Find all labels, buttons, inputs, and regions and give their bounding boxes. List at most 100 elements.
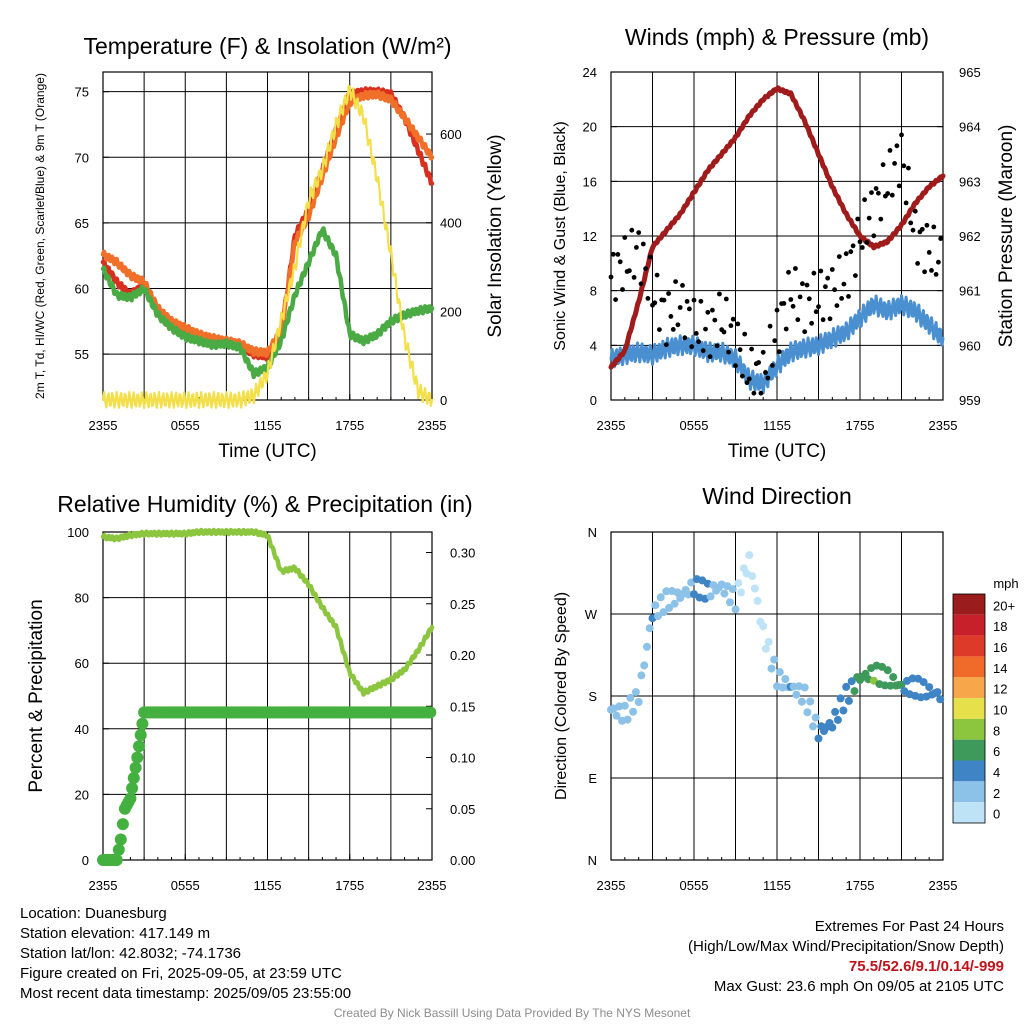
y-right-tick-label-0-0: 0 — [440, 393, 447, 408]
direction-point-17-0 — [842, 682, 851, 691]
gust-point-7-5 — [717, 291, 722, 297]
gust-point-4-5 — [675, 322, 681, 328]
y-right-tick-label-0-1: 200 — [440, 304, 462, 319]
gust-point-9-2 — [737, 347, 743, 353]
direction-point-12-3 — [781, 675, 790, 683]
gust-point-5-1 — [680, 283, 685, 288]
gust-point-17-3 — [850, 243, 856, 249]
gust-point-16-0 — [829, 267, 835, 272]
gust-point-13-5 — [800, 281, 805, 287]
gust-point-1-5 — [634, 245, 639, 250]
gust-point-16-3 — [836, 254, 842, 259]
y-tick-label-3-0: N — [588, 853, 597, 868]
colorbar-swatch-10 — [953, 594, 985, 615]
gust-point-21-3 — [906, 165, 911, 171]
gust-point-16-1 — [832, 287, 837, 293]
gust-point-9-4 — [742, 331, 748, 337]
y-left-tick-label-1-5: 20 — [583, 120, 597, 135]
gust-point-12-4 — [783, 326, 789, 332]
precip-point-190 — [424, 706, 437, 719]
gust-point-12-0 — [774, 307, 780, 313]
gust-point-22-1 — [915, 261, 920, 266]
direction-point-8-1 — [720, 589, 729, 598]
gust-point-21-1 — [901, 163, 907, 169]
series-line-pressure — [608, 85, 946, 370]
y-tick-label-3-2: S — [588, 689, 597, 704]
gust-point-7-2 — [710, 307, 715, 313]
direction-point-10-0 — [745, 551, 754, 560]
gust-point-12-5 — [786, 269, 791, 275]
direction-point-14-1 — [803, 708, 812, 717]
y-left-tick-label-1-1: 4 — [590, 338, 597, 353]
y-left-tick-label-2-4: 80 — [75, 591, 89, 606]
direction-point-14-3 — [809, 722, 817, 731]
gust-point-6-3 — [698, 298, 704, 304]
y-left-tick-label-1-6: 24 — [583, 65, 597, 80]
direction-point-17-2 — [847, 677, 856, 686]
direction-point-10-3 — [753, 596, 762, 605]
gust-point-5-3 — [684, 299, 690, 304]
direction-point-16-1 — [831, 707, 840, 716]
direction-point-2-0 — [634, 698, 643, 706]
station-location: Location: Duanesburg — [20, 905, 167, 922]
direction-point-14-2 — [806, 697, 815, 706]
gust-point-11-4 — [770, 363, 775, 368]
gust-point-20-1 — [887, 148, 893, 153]
gust-point-1-0 — [622, 235, 628, 240]
gust-point-2-5 — [647, 254, 653, 260]
y-right-tick-label-1-1: 960 — [959, 338, 981, 353]
gust-point-2-2 — [640, 241, 646, 247]
gust-point-11-5 — [772, 338, 778, 344]
x-tick-label-2-0: 2355 — [89, 878, 118, 893]
colorbar-label-5: 10 — [993, 703, 1007, 718]
direction-point-23-0 — [925, 683, 934, 692]
direction-point-3-1 — [651, 601, 660, 610]
direction-point-1-1 — [623, 715, 632, 724]
gust-point-20-5 — [896, 183, 902, 189]
gust-point-10-4 — [756, 360, 761, 365]
precip-point-20 — [133, 740, 145, 753]
precip-point-8 — [110, 854, 123, 866]
chart-title-wind-direction: Wind Direction — [702, 483, 852, 509]
station-elevation: Station elevation: 417.149 m — [20, 925, 211, 942]
direction-point-10-2 — [750, 584, 759, 593]
direction-point-9-1 — [734, 579, 743, 588]
direction-point-20-0 — [883, 666, 892, 675]
gust-point-13-4 — [797, 294, 803, 300]
x-tick-label-1-4: 2355 — [929, 418, 958, 433]
gust-point-19-1 — [873, 186, 879, 191]
precip-point-10 — [114, 833, 127, 846]
x-tick-label-3-0: 2355 — [597, 878, 626, 893]
y-left-tick-label-2-3: 60 — [75, 656, 89, 671]
x-tick-label-3-1: 0555 — [680, 878, 709, 893]
gust-point-16-4 — [839, 296, 844, 301]
x-axis-label-0: Time (UTC) — [218, 441, 317, 462]
direction-point-0-2 — [612, 711, 621, 720]
gust-point-19-4 — [880, 162, 886, 168]
gust-point-18-4 — [866, 215, 872, 221]
gust-point-19-2 — [876, 190, 881, 196]
y-axis-label-left-0: 2m T, Td, HI/WC (Red, Green, Scarlet/Blu… — [33, 73, 47, 399]
gust-point-11-1 — [763, 370, 768, 375]
x-axis-label-1: Time (UTC) — [728, 441, 827, 462]
series-line-temperature-3 — [101, 84, 434, 410]
gust-point-10-2 — [751, 390, 757, 396]
y-left-tick-label-0-3: 70 — [75, 150, 89, 165]
direction-point-17-3 — [850, 687, 859, 696]
gust-point-16-2 — [834, 303, 840, 308]
gust-point-6-2 — [696, 339, 701, 345]
y-right-tick-label-1-3: 962 — [959, 229, 981, 244]
colorbar-swatch-7 — [953, 656, 985, 678]
direction-point-16-0 — [828, 723, 837, 732]
y-right-tick-label-2-6: 0.30 — [450, 546, 475, 561]
direction-point-11-4 — [770, 655, 779, 664]
x-tick-label-1-0: 2355 — [597, 418, 626, 433]
y-axis-label-left-2: Percent & Precipitation — [26, 599, 47, 792]
direction-point-2-3 — [643, 642, 651, 651]
y-right-tick-label-0-3: 600 — [440, 127, 462, 142]
gust-point-23-2 — [931, 224, 937, 230]
series-line-wind — [609, 294, 945, 395]
colorbar-label-9: 18 — [993, 619, 1007, 634]
direction-point-23-4 — [936, 695, 945, 704]
